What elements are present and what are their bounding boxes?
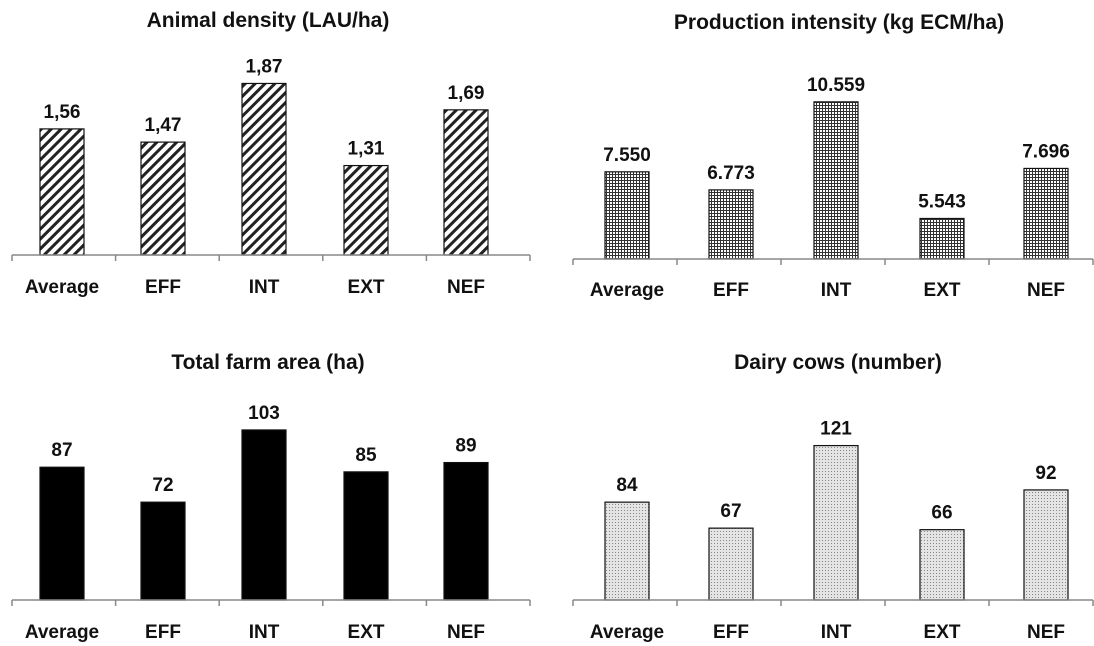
data-label: 1,56: [44, 102, 81, 123]
bar-int: [813, 444, 859, 601]
data-label: 121: [820, 419, 852, 440]
bar-eff: [140, 141, 186, 256]
bar-nef: [1023, 167, 1069, 260]
x-tick-label: EFF: [713, 622, 749, 643]
chart-total-farm-area: Total farm area (ha) 87 72 103 85 89 Average…: [11, 351, 531, 643]
data-label: 1,47: [145, 115, 182, 136]
x-axis-ticks: Average EFF INT EXT NEF: [572, 600, 1094, 643]
data-label: 7.696: [1022, 141, 1070, 162]
bar-ext: [919, 217, 965, 260]
data-label: 10.559: [807, 75, 865, 96]
bar-eff: [708, 527, 754, 601]
data-label: 5.543: [918, 191, 966, 212]
x-tick-label: Average: [590, 622, 664, 643]
x-tick-label: EFF: [145, 622, 181, 643]
data-label: 72: [152, 475, 173, 496]
bar-eff: [140, 501, 186, 601]
data-label: 1,69: [448, 83, 485, 104]
data-label: 66: [931, 503, 952, 524]
bar-nef: [443, 461, 489, 601]
x-tick-label: INT: [821, 280, 852, 301]
data-label: 1,31: [348, 139, 385, 160]
chart-production-intensity: Production intensity (kg ECM/ha) 7.550 6.…: [572, 11, 1094, 301]
data-label: 6.773: [707, 163, 755, 184]
bar-average: [39, 128, 85, 256]
x-tick-label: Average: [590, 280, 664, 301]
bar-group: 1,56 1,47 1,87 1,31 1,69: [39, 56, 489, 256]
data-label: 84: [616, 475, 638, 496]
bar-ext: [919, 529, 965, 601]
bar-int: [241, 82, 287, 256]
bar-group: 84 67 121 66 92: [604, 419, 1069, 601]
bar-group: 7.550 6.773 10.559 5.543 7.696: [603, 75, 1070, 260]
data-label: 89: [455, 436, 476, 457]
data-label: 85: [355, 445, 377, 466]
bar-int: [241, 429, 287, 601]
x-tick-label: NEF: [1027, 622, 1065, 643]
bar-ext: [343, 164, 389, 256]
x-tick-label: Average: [25, 622, 99, 643]
chart-title: Dairy cows (number): [734, 351, 942, 374]
x-tick-label: EXT: [348, 622, 385, 643]
bar-nef: [1023, 489, 1069, 601]
x-axis-ticks: Average EFF INT EXT NEF: [11, 255, 531, 298]
x-tick-label: NEF: [447, 622, 485, 643]
bar-ext: [343, 471, 389, 601]
x-tick-label: EXT: [924, 280, 961, 301]
x-tick-label: EXT: [924, 622, 961, 643]
x-tick-label: EFF: [145, 277, 181, 298]
x-tick-label: EXT: [348, 277, 385, 298]
bar-group: 87 72 103 85 89: [39, 403, 489, 601]
bar-nef: [443, 109, 489, 256]
x-tick-label: NEF: [447, 277, 485, 298]
x-axis-ticks: Average EFF INT EXT NEF: [572, 259, 1094, 301]
data-label: 92: [1035, 463, 1056, 484]
bar-average: [604, 501, 650, 601]
chart-animal-density: Animal density (LAU/ha) 1,56 1,47 1,87 1,31…: [11, 9, 531, 298]
x-axis-ticks: Average EFF INT EXT NEF: [11, 600, 531, 643]
data-label: 87: [51, 440, 72, 461]
x-tick-label: INT: [249, 277, 280, 298]
chart-title: Total farm area (ha): [171, 351, 364, 374]
data-label: 67: [720, 501, 741, 522]
data-label: 7.550: [603, 145, 651, 166]
bar-eff: [708, 189, 754, 260]
bar-int: [813, 101, 859, 260]
x-tick-label: INT: [821, 622, 852, 643]
x-tick-label: Average: [25, 277, 99, 298]
x-tick-label: EFF: [713, 280, 749, 301]
bar-average: [604, 171, 650, 260]
chart-title: Animal density (LAU/ha): [147, 9, 390, 32]
bar-average: [39, 466, 85, 601]
x-tick-label: INT: [249, 622, 280, 643]
chart-title: Production intensity (kg ECM/ha): [674, 11, 1004, 34]
data-label: 1,87: [246, 56, 283, 77]
chart-dairy-cows: Dairy cows (number) 84 67 121 66 92 Average E…: [572, 351, 1094, 643]
data-label: 103: [248, 403, 280, 424]
x-tick-label: NEF: [1027, 280, 1065, 301]
